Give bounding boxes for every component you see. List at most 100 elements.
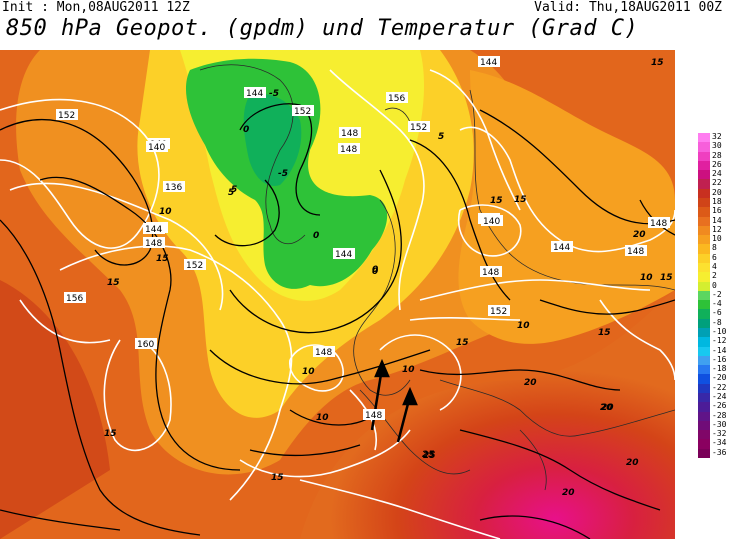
temperature-label: 15 [456,338,469,348]
temperature-isolines [0,103,675,539]
geopotential-label: 148 [650,219,667,229]
legend-swatch [698,188,710,199]
color-legend: 32 30 28 26 24 22 20 18 16 14 12 10 8 6 4 2 0 -2 -4 -6 -8 -10… [698,132,732,459]
label-background [135,338,157,349]
legend-swatch [698,393,710,403]
geopotential-label: 148 [365,411,382,421]
temperature-label: 15 [514,195,527,205]
label-background [333,248,355,259]
legend-label: 28 [712,150,722,160]
temperature-label: 20 [626,458,639,468]
weather-map: 152 140 136 144 148 152 156 160 144 152 148 140 152 1… [0,50,675,539]
legend-label: 30 [712,141,722,151]
legend-colorbar [698,133,710,459]
legend-label: -36 [712,447,727,457]
geopotential-label: 148 [145,239,162,249]
label-background [648,217,670,228]
legend-swatch [698,198,710,208]
geopotential-label: 144 [480,58,497,68]
geopotential-label: 136 [165,183,182,193]
temperature-label: 15 [156,254,169,264]
legend-label: -12 [712,336,727,346]
legend-swatch [698,290,710,301]
legend-swatch [698,225,710,236]
legend-swatch [698,272,710,283]
legend-label: -4 [712,299,722,309]
geopotential-label: 152 [410,123,427,133]
temperature-label: 15 [271,473,284,483]
temperature-label: 5 [438,132,444,142]
legend-swatch [698,263,710,273]
label-background [143,223,165,234]
label-background [386,92,408,103]
geopotential-label: 160 [137,340,154,350]
geopotential-label: 144 [246,89,263,99]
label-background [163,181,185,192]
label-background [488,305,510,316]
temperature-label: 15 [651,58,664,68]
geopotential-label: 144 [145,225,162,235]
geopotential-label: 140 [148,143,165,153]
legend-swatch [698,235,710,245]
temperature-label: 10 [640,273,653,283]
label-background [143,237,165,248]
temperature-label: 25 [422,450,435,460]
temperature-label: 0 [372,267,378,277]
legend-swatch [698,346,710,357]
temperature-label: 10 [159,207,172,217]
temperature-label: 10 [302,367,315,377]
legend-swatch [698,337,710,348]
temperature-label: 25 [423,451,436,461]
temp-field-southwest [0,280,110,539]
label-background [338,143,360,154]
legend-label: -16 [712,354,727,364]
geopotential-label: 140 [483,217,500,227]
label-background [481,215,503,226]
legend-label: -24 [712,392,727,401]
temperature-label: -5 [278,169,288,179]
label-background [408,121,430,132]
legend-label: -22 [712,382,727,392]
temperature-label: 20 [562,488,575,498]
legend-swatch [698,244,710,255]
legend-swatch [698,133,710,143]
label-background [244,87,266,98]
temp-field-east-orange [458,70,675,344]
temp-field-cold-dark [243,93,302,186]
geopotential-label: 148 [482,268,499,278]
geopotential-label: 148 [315,348,332,358]
legend-swatch [698,430,710,440]
legend-label: 8 [712,243,717,253]
legend-swatch [698,374,710,385]
legend-label: 14 [712,215,722,225]
legend-label: 18 [712,197,722,206]
legend-label: -6 [712,308,722,318]
geopotential-label: 144 [553,243,570,253]
legend-label: -32 [712,429,727,439]
legend-swatch [698,151,710,162]
legend-swatch [698,309,710,320]
legend-label: -2 [712,289,722,299]
legend-label: 22 [712,178,722,188]
temperature-label: 20 [524,378,537,388]
label-background [64,292,86,303]
legend-label: 12 [712,224,722,234]
legend-label: -14 [712,345,727,355]
legend-swatch [698,142,710,153]
temperature-label: 15 [660,273,673,283]
label-background [625,245,647,256]
valid-time: Valid: Thu,18AUG2011 00Z [534,0,722,15]
legend-swatch [698,402,710,413]
temperature-label: 10 [402,365,415,375]
temperature-label: 15 [490,196,503,206]
label-background [146,141,168,152]
temperature-label: 0 [372,265,378,275]
legend-swatch [698,328,710,338]
geopotential-label: 144 [335,250,352,260]
label-background [292,105,314,116]
legend-swatch [698,281,710,292]
legend-swatch [698,179,710,190]
legend-label: 32 [712,132,722,141]
temperature-label: 0 [313,231,319,241]
geopotential-label: 156 [66,294,83,304]
